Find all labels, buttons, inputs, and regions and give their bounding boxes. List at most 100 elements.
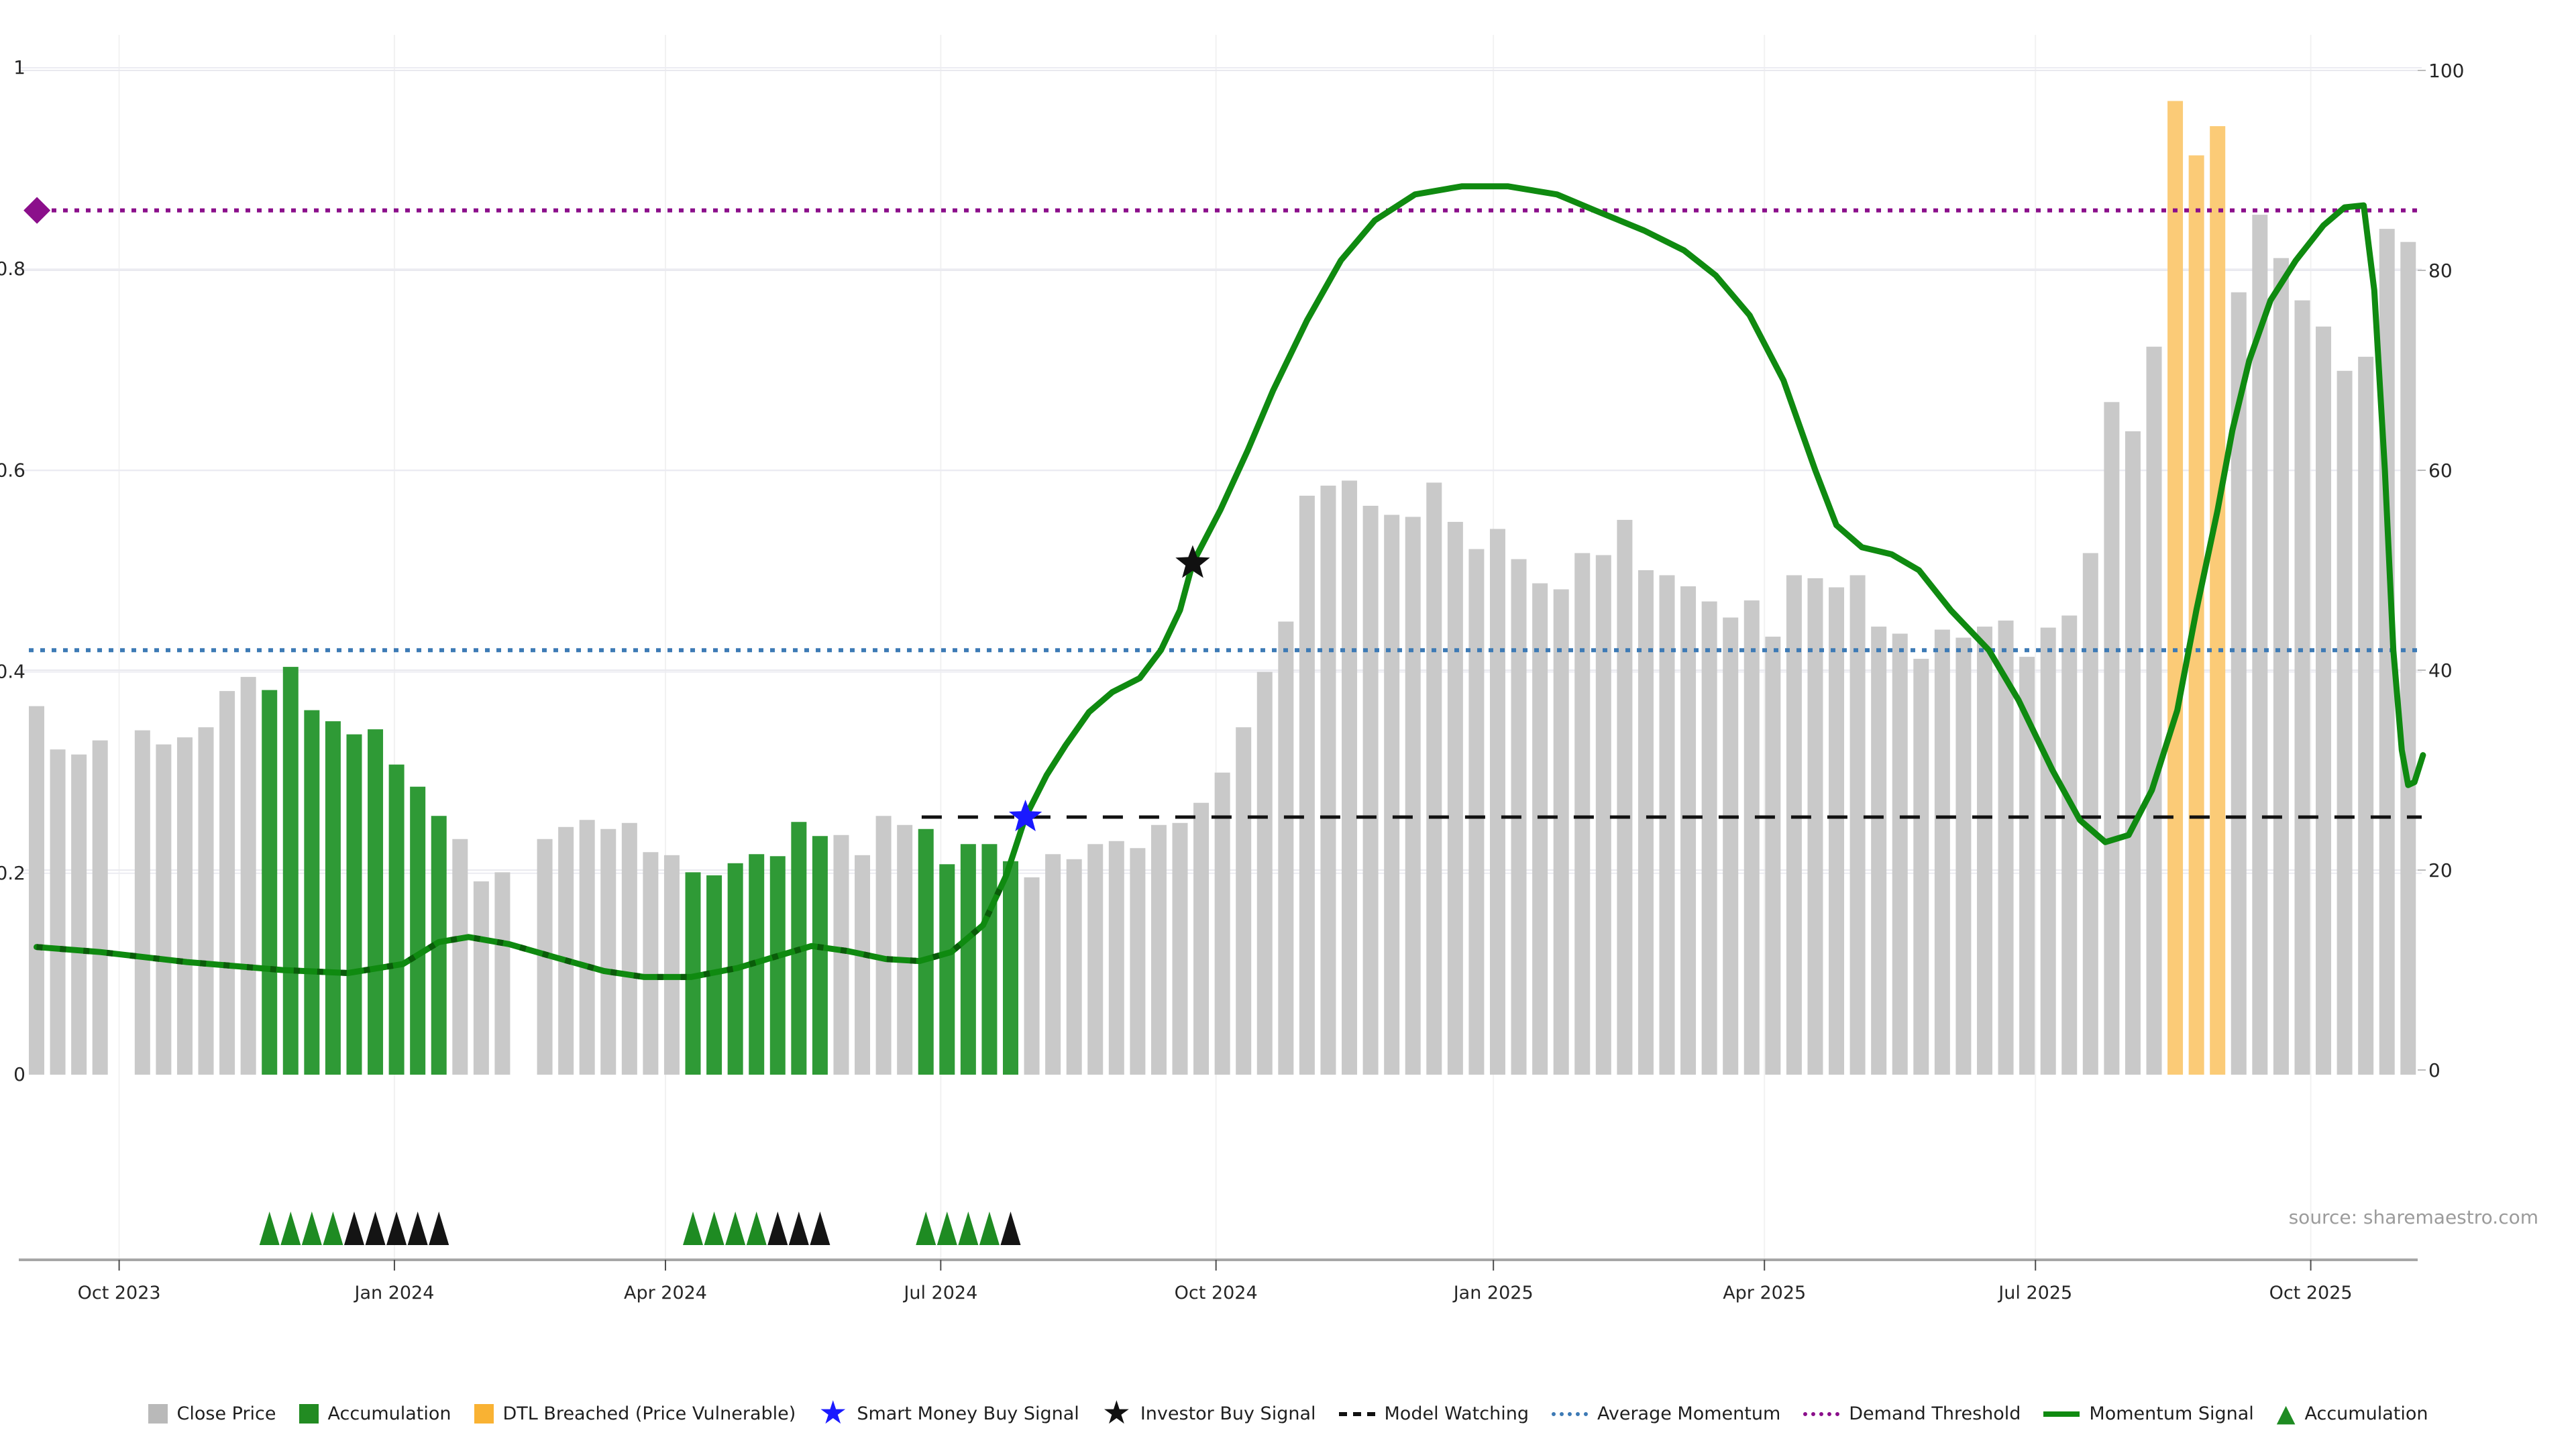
accumulation-triangle-icon — [301, 1212, 322, 1245]
accumulation-bar — [939, 864, 955, 1075]
legend-item: ★ Smart Money Buy Signal — [818, 1393, 1079, 1432]
close-price-bar — [833, 835, 849, 1075]
x-tick-label: Apr 2024 — [624, 1283, 707, 1303]
close-price-bar — [240, 677, 256, 1075]
accumulation-bar — [262, 690, 278, 1075]
investor-triangle-icon — [386, 1212, 407, 1245]
accumulation-triangle-icon — [323, 1212, 343, 1245]
close-price-bar — [1426, 482, 1442, 1075]
legend-dashed-line-icon — [1338, 1411, 1375, 1416]
accumulation-bar — [769, 856, 786, 1075]
legend-triangle-icon: ▲ — [2276, 1399, 2296, 1428]
close-price-bar — [1765, 637, 1781, 1075]
close-price-bar — [1236, 727, 1252, 1075]
close-price-bar — [1447, 521, 1463, 1075]
legend-star-icon: ★ — [818, 1393, 848, 1432]
legend-dotted-line-icon — [1551, 1411, 1588, 1416]
y-axis-label-right: 100 — [2428, 60, 2464, 82]
legend-item: Accumulation — [299, 1403, 451, 1424]
close-price-bar — [1829, 587, 1845, 1075]
close-price-bar — [1172, 822, 1188, 1075]
close-price-bar — [1342, 480, 1358, 1075]
chart-legend: Close Price Accumulation DTL Breached (Pri… — [0, 1393, 2576, 1432]
close-price-bar — [1934, 629, 1950, 1075]
accumulation-bar — [1002, 861, 1018, 1075]
accumulation-triangle-icon — [280, 1212, 301, 1245]
investor-triangle-icon — [429, 1212, 449, 1245]
close-price-bar — [494, 872, 511, 1075]
close-price-bar — [2061, 615, 2078, 1075]
accumulation-bar — [960, 844, 976, 1075]
investor-triangle-icon — [1000, 1212, 1021, 1245]
close-price-bar — [621, 822, 637, 1075]
close-price-bar — [2104, 402, 2120, 1075]
legend-square-icon — [148, 1404, 168, 1424]
y-axis-label-left: 0.4 — [0, 661, 25, 683]
legend-label: DTL Breached (Price Vulnerable) — [502, 1403, 796, 1424]
y-axis-label-right: 40 — [2428, 659, 2453, 682]
accumulation-triangle-icon — [704, 1212, 724, 1245]
accumulation-triangle-icon — [916, 1212, 936, 1245]
close-price-bar — [156, 744, 172, 1075]
accumulation-bar — [325, 721, 341, 1075]
close-price-bar — [2358, 356, 2374, 1075]
close-price-bar — [1638, 570, 1654, 1075]
close-price-bar — [2231, 292, 2247, 1075]
dtl-breached-bar — [2210, 126, 2226, 1075]
accumulation-triangle-icon — [725, 1212, 746, 1245]
investor-triangle-icon — [365, 1212, 386, 1245]
x-tick-label: Jul 2024 — [902, 1283, 977, 1303]
close-price-bar — [1108, 841, 1124, 1075]
legend-item: Average Momentum — [1551, 1403, 1781, 1424]
close-price-bar — [1892, 633, 1908, 1075]
source-attribution: source: sharemaestro.com — [2288, 1206, 2538, 1228]
accumulation-bar — [981, 844, 998, 1075]
close-price-bar — [1871, 627, 1887, 1075]
close-price-bar — [1786, 575, 1802, 1075]
accumulation-triangle-icon — [746, 1212, 767, 1245]
close-price-bar — [2125, 431, 2141, 1075]
y-axis-label-right: 60 — [2428, 460, 2453, 482]
legend-dotted-line-icon — [1803, 1411, 1840, 1416]
x-tick-label: Oct 2023 — [78, 1283, 161, 1303]
close-price-bar — [1595, 555, 1611, 1075]
legend-item: Demand Threshold — [1803, 1403, 2021, 1424]
legend-label: Momentum Signal — [2089, 1403, 2254, 1424]
close-price-bar — [1024, 877, 1040, 1075]
close-price-bar — [1743, 600, 1760, 1075]
accumulation-bar — [918, 828, 934, 1075]
close-price-bar — [1130, 848, 1146, 1075]
investor-buy-star-icon — [1175, 545, 1210, 578]
y-axis-label-left: 0 — [13, 1063, 25, 1085]
y-axis-label-right: 0 — [2428, 1059, 2440, 1081]
close-price-bar — [2273, 258, 2289, 1075]
legend-label: Average Momentum — [1597, 1403, 1781, 1424]
close-price-bar — [558, 826, 574, 1075]
close-price-bar — [1045, 854, 1061, 1075]
accumulation-triangle-icon — [683, 1212, 704, 1245]
dtl-breached-bar — [2167, 101, 2184, 1075]
accumulation-triangle-icon — [936, 1212, 957, 1245]
y-axis-label-right: 80 — [2428, 260, 2453, 282]
close-price-bar — [579, 820, 595, 1075]
investor-triangle-icon — [343, 1212, 364, 1245]
close-price-bar — [134, 730, 150, 1075]
x-tick-label: Jan 2024 — [353, 1283, 434, 1303]
close-price-bar — [1680, 586, 1697, 1075]
close-price-bar — [1913, 659, 1929, 1075]
x-tick-label: Apr 2025 — [1723, 1283, 1806, 1303]
close-price-bar — [1214, 772, 1230, 1075]
close-price-bar — [473, 881, 489, 1075]
legend-label: Close Price — [176, 1403, 276, 1424]
close-price-bar — [219, 691, 235, 1075]
close-price-bar — [92, 740, 108, 1075]
accumulation-triangle-icon — [979, 1212, 1000, 1245]
close-price-bar — [643, 852, 659, 1075]
close-price-bar — [2252, 215, 2268, 1075]
close-price-bar — [1723, 617, 1739, 1075]
close-price-bar — [198, 727, 214, 1075]
legend-item: Momentum Signal — [2043, 1403, 2254, 1424]
close-price-bar — [1489, 529, 1505, 1075]
investor-triangle-icon — [810, 1212, 830, 1245]
y-axis-label-left: 0.6 — [0, 459, 25, 481]
